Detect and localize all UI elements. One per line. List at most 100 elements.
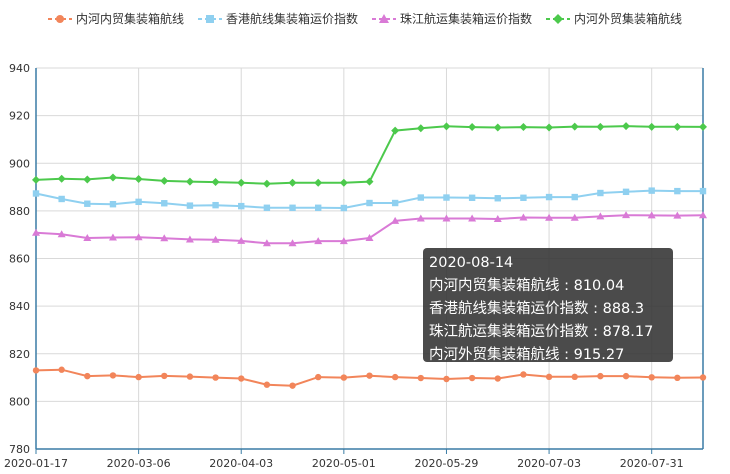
x-tick-label: 2020-03-06: [107, 457, 171, 470]
data-point: [647, 122, 656, 131]
data-point: [134, 174, 143, 183]
data-point: [468, 214, 477, 222]
diamond-marker-icon: [546, 13, 571, 24]
x-tick-label: 2020-07-03: [517, 457, 581, 470]
data-point: [135, 373, 142, 381]
data-point: [391, 373, 399, 381]
data-point: [674, 374, 681, 382]
data-point: [699, 122, 707, 131]
tooltip: 2020-08-14 内河内贸集装箱航线 : 810.04 香港航线集装箱运价指…: [423, 248, 673, 363]
tooltip-line: 香港航线集装箱运价指数 : 888.3: [429, 301, 645, 317]
data-point: [520, 194, 527, 201]
data-point: [83, 175, 92, 184]
data-point: [84, 372, 91, 380]
data-point: [212, 374, 219, 381]
y-tick-label: 860: [9, 253, 30, 266]
legend-item-pearl-river[interactable]: 珠江航运集装箱运价指数: [372, 10, 532, 27]
data-point: [519, 123, 528, 132]
data-point: [135, 198, 142, 206]
data-point: [622, 122, 631, 131]
data-point: [57, 230, 66, 238]
y-tick-label: 800: [9, 395, 30, 408]
data-point: [340, 374, 348, 381]
data-point: [212, 201, 219, 209]
data-point: [417, 194, 425, 201]
data-point: [648, 187, 655, 194]
data-point: [699, 211, 707, 219]
legend-label: 珠江航运集装箱运价指数: [400, 12, 533, 26]
data-point: [57, 174, 66, 183]
data-point: [161, 372, 168, 380]
data-point: [289, 382, 296, 389]
tooltip-date: 2020-08-14: [429, 255, 514, 271]
data-point: [109, 372, 117, 379]
data-point: [391, 126, 400, 135]
data-point: [597, 372, 604, 380]
data-point: [494, 195, 501, 202]
y-tick-label: 940: [9, 62, 30, 75]
data-point: [571, 193, 578, 201]
data-point: [596, 122, 605, 131]
data-point: [699, 187, 707, 195]
data-point: [263, 381, 271, 388]
y-tick-label: 900: [9, 157, 30, 170]
legend: 内河内贸集装箱航线 香港航线集装箱运价指数 珠江航运集装箱运价指数 内河外贸集装…: [0, 10, 730, 27]
legend-item-hongkong[interactable]: 香港航线集装箱运价指数: [197, 10, 358, 27]
data-point: [622, 372, 630, 380]
data-point: [493, 123, 502, 132]
data-point: [365, 234, 374, 242]
data-point: [545, 123, 554, 132]
data-point: [571, 373, 578, 381]
y-tick-label: 820: [9, 348, 30, 361]
data-point: [108, 173, 117, 182]
legend-item-inland-foreign[interactable]: 内河外贸集装箱航线: [546, 10, 682, 27]
data-point: [468, 374, 476, 382]
data-point: [545, 193, 553, 201]
x-tick-label: 2020-05-29: [414, 457, 478, 470]
data-point: [262, 239, 271, 247]
data-point: [494, 375, 501, 382]
data-point: [58, 366, 65, 373]
legend-item-inland-domestic[interactable]: 内河内贸集装箱航线: [47, 10, 184, 27]
square-marker-icon: [197, 14, 222, 23]
series-line: [35, 125, 704, 185]
legend-label: 内河外贸集装箱航线: [574, 12, 683, 26]
data-point: [262, 179, 271, 188]
data-point: [366, 199, 373, 207]
data-point: [468, 194, 476, 201]
data-point: [186, 202, 194, 209]
data-point: [314, 237, 323, 245]
x-tick-label: 2020-04-03: [209, 457, 273, 470]
data-point: [263, 204, 271, 211]
data-point: [570, 122, 579, 131]
data-point: [32, 175, 40, 184]
tooltip-line: 内河外贸集装箱航线 : 915.27: [429, 347, 625, 363]
data-point: [442, 214, 451, 222]
data-point: [211, 178, 220, 187]
data-point: [109, 201, 117, 208]
data-point: [468, 123, 477, 132]
data-point: [596, 212, 605, 220]
y-tick-label: 840: [9, 300, 30, 313]
data-point: [238, 202, 245, 210]
data-point: [545, 373, 553, 381]
tooltip-line: 内河内贸集装箱航线 : 810.04: [429, 278, 625, 294]
data-point: [416, 124, 425, 133]
data-point: [185, 177, 194, 186]
data-point: [84, 200, 91, 207]
data-point: [339, 237, 348, 245]
data-point: [673, 211, 682, 219]
legend-label: 内河内贸集装箱航线: [75, 12, 184, 26]
data-point: [58, 195, 65, 203]
data-point: [32, 190, 40, 197]
data-point: [134, 233, 143, 241]
data-point: [443, 194, 450, 201]
data-point: [32, 367, 40, 374]
data-point: [32, 228, 40, 236]
y-tick-label: 880: [9, 205, 30, 218]
data-point: [314, 373, 322, 381]
data-point: [519, 213, 528, 221]
y-tick-label: 780: [9, 443, 30, 456]
data-point: [211, 235, 220, 243]
